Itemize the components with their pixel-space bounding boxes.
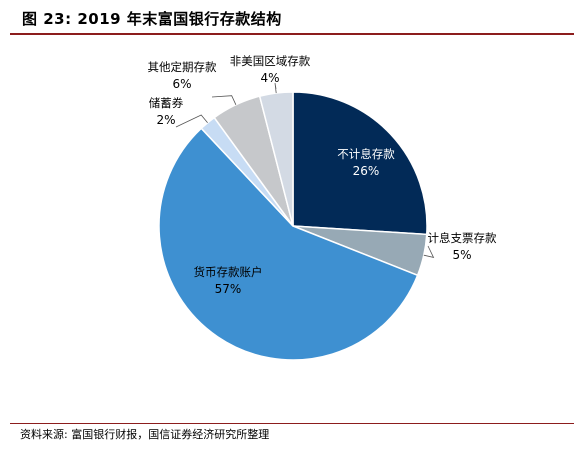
pie-slice bbox=[292, 91, 428, 236]
leader-line bbox=[211, 95, 237, 105]
slice-label: 储蓄券 bbox=[149, 96, 184, 110]
figure-title: 图 23: 2019 年末富国银行存款结构 bbox=[22, 10, 282, 28]
leader-line bbox=[423, 245, 435, 258]
slice-label: 不计息存款 bbox=[337, 147, 395, 161]
pie-slice bbox=[158, 127, 419, 361]
slice-percent: 2% bbox=[156, 113, 175, 127]
source-divider bbox=[10, 423, 574, 424]
slice-label: 其他定期存款 bbox=[148, 60, 217, 74]
slice-percent: 6% bbox=[172, 77, 191, 91]
slice-percent: 5% bbox=[452, 248, 471, 262]
slice-label: 货币存款账户 bbox=[194, 265, 263, 279]
source-note: 资料来源: 富国银行财报，国信证券经济研究所整理 bbox=[20, 428, 270, 441]
title-divider bbox=[10, 33, 574, 35]
leader-line bbox=[175, 114, 208, 128]
leader-line bbox=[274, 83, 277, 94]
slice-label: 非美国区域存款 bbox=[230, 54, 311, 68]
slice-percent: 57% bbox=[215, 282, 242, 296]
slice-percent: 26% bbox=[353, 164, 380, 178]
slice-label: 计息支票存款 bbox=[428, 231, 497, 245]
slice-percent: 4% bbox=[260, 71, 279, 85]
